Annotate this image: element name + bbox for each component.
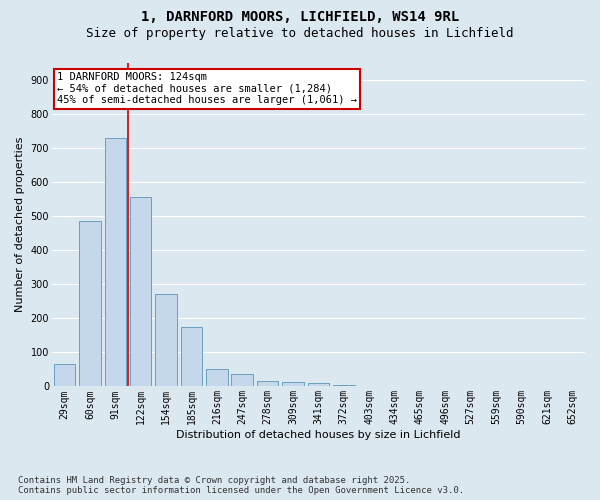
Bar [54,364,76,386]
Text: Size of property relative to detached houses in Lichfield: Size of property relative to detached ho… [86,28,514,40]
Bar [282,382,304,386]
Bar [257,382,278,386]
Bar [206,370,227,386]
Bar [181,326,202,386]
X-axis label: Distribution of detached houses by size in Lichfield: Distribution of detached houses by size … [176,430,461,440]
Bar [308,383,329,386]
Bar [232,374,253,386]
Bar [130,197,151,386]
Bar [79,221,101,386]
Bar [104,138,126,386]
Text: Contains HM Land Registry data © Crown copyright and database right 2025.
Contai: Contains HM Land Registry data © Crown c… [18,476,464,495]
Text: 1, DARNFORD MOORS, LICHFIELD, WS14 9RL: 1, DARNFORD MOORS, LICHFIELD, WS14 9RL [141,10,459,24]
Text: 1 DARNFORD MOORS: 124sqm
← 54% of detached houses are smaller (1,284)
45% of sem: 1 DARNFORD MOORS: 124sqm ← 54% of detach… [57,72,357,106]
Bar [155,294,177,386]
Y-axis label: Number of detached properties: Number of detached properties [15,137,25,312]
